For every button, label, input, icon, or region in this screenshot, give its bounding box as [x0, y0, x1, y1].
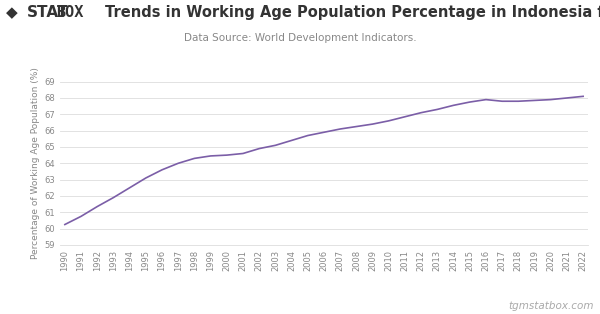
Text: tgmstatbox.com: tgmstatbox.com: [509, 301, 594, 311]
Y-axis label: Percentage of Working Age Population (%): Percentage of Working Age Population (%): [31, 67, 40, 259]
Text: Data Source: World Development Indicators.: Data Source: World Development Indicator…: [184, 33, 416, 43]
Text: BOX: BOX: [56, 5, 83, 20]
Text: STAT: STAT: [27, 5, 68, 20]
Text: Trends in Working Age Population Percentage in Indonesia from 1990 to 2022: Trends in Working Age Population Percent…: [105, 5, 600, 20]
Text: ◆: ◆: [6, 5, 18, 20]
